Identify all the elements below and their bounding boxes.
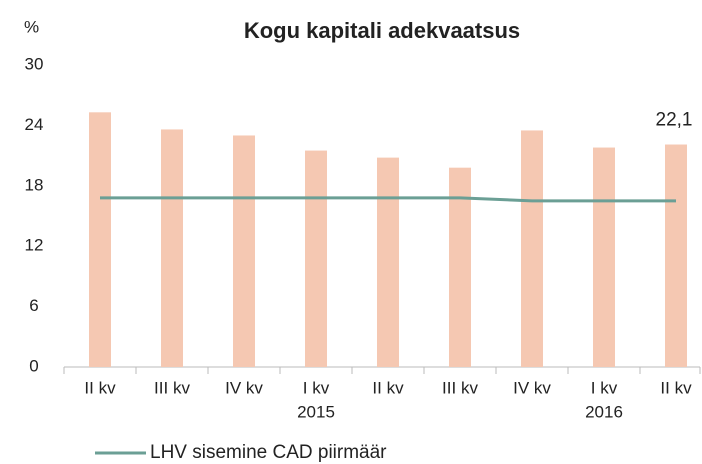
- y-axis-label: %: [24, 17, 39, 36]
- x-group-label: 2016: [585, 402, 623, 421]
- bar: [305, 150, 327, 367]
- legend-label: LHV sisemine CAD piirmäär: [150, 442, 387, 463]
- bar: [593, 147, 615, 367]
- x-tick-label: IV kv: [225, 378, 263, 397]
- chart-title: Kogu kapitali adekvaatsus: [244, 18, 520, 43]
- bar: [377, 157, 399, 367]
- x-tick-label: IV kv: [513, 378, 551, 397]
- bar: [449, 167, 471, 367]
- x-tick-label: III kv: [154, 378, 190, 397]
- bar: [665, 144, 687, 367]
- y-tick-label: 0: [29, 356, 38, 375]
- y-tick-label: 18: [25, 175, 44, 194]
- x-group-label: 2015: [297, 402, 335, 421]
- bar: [233, 135, 255, 367]
- data-label: 22,1: [656, 110, 693, 131]
- line: [100, 196, 676, 203]
- y-tick-label: 6: [29, 296, 38, 315]
- x-tick-label: II kv: [372, 378, 404, 397]
- x-tick-label: II kv: [660, 378, 692, 397]
- bar: [161, 129, 183, 367]
- x-tick-label: II kv: [84, 378, 116, 397]
- x-tick-label: I kv: [303, 378, 330, 397]
- bar: [521, 130, 543, 367]
- bar: [89, 112, 111, 368]
- y-tick-label: 24: [25, 115, 44, 134]
- y-tick-label: 30: [25, 54, 44, 73]
- x-tick-label: III kv: [442, 378, 478, 397]
- x-tick-label: I kv: [591, 378, 618, 397]
- y-tick-label: 12: [25, 236, 44, 255]
